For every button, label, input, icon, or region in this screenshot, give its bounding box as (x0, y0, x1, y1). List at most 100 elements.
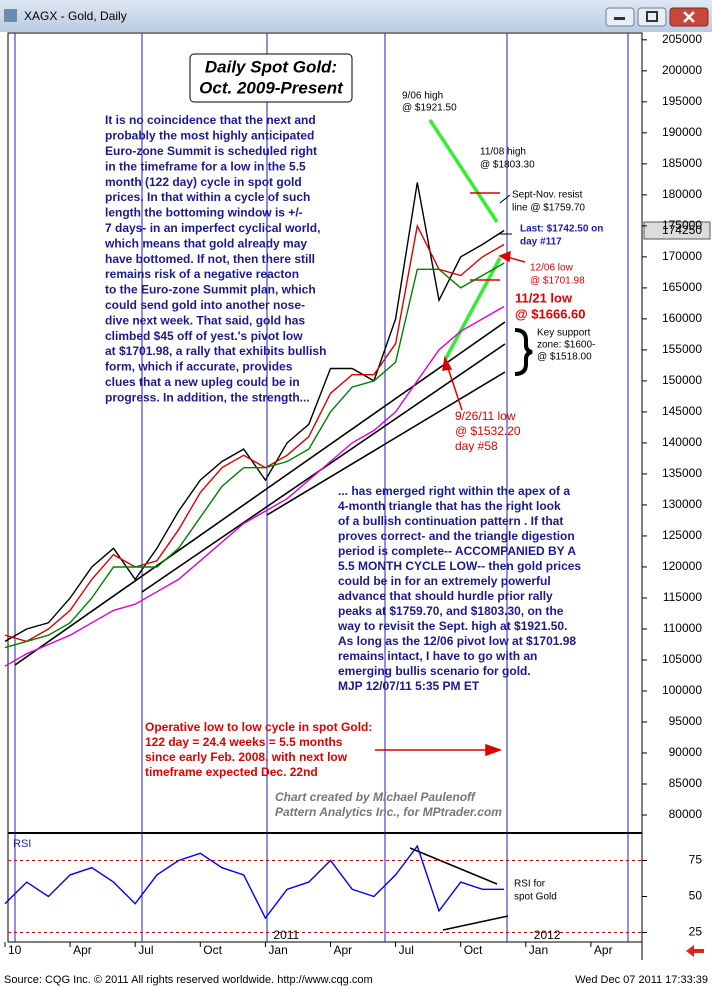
annotation: at $1701.98, a rally that exhibits bulli… (105, 344, 326, 358)
annotation: proves correct- and the triangle digesti… (338, 529, 575, 543)
annotation: @ $1921.50 (402, 103, 457, 114)
annotation: remains intact, I have to go with an (338, 649, 537, 663)
title-box (189, 53, 353, 103)
markers (375, 192, 526, 757)
year-label: 2012 (534, 928, 561, 942)
x-tick-label: Jan (529, 943, 548, 957)
annotation: Chart created by Michael Paulenoff (275, 790, 476, 804)
annotation: prices. In that within a cycle of such (105, 190, 310, 204)
year-label: 2011 (273, 928, 299, 942)
arrow-head (498, 250, 511, 263)
y-tick-label: 145000 (662, 404, 702, 418)
y-tick-label: 205000 (662, 32, 702, 46)
y-tick-label: 120000 (662, 559, 702, 573)
series-line (4, 182, 505, 643)
rsi-annotation: spot Gold (514, 892, 557, 903)
series-line (4, 223, 505, 643)
y-tick-label: 165000 (662, 280, 702, 294)
maximize-icon (646, 11, 658, 22)
annotation: probably the most highly anticipated (105, 129, 314, 143)
series-line (4, 844, 505, 920)
annotation: could be in for an extremely powerful (338, 574, 551, 588)
pointer-lines (498, 194, 512, 235)
y-tick-label: 175000 (662, 218, 702, 232)
y-tick-label: 80000 (669, 807, 703, 821)
annotation: MJP 12/07/11 5:35 PM ET (338, 679, 480, 693)
series-line (4, 262, 505, 649)
scroll-icon[interactable] (686, 945, 704, 957)
y-tick-label: 115000 (663, 590, 702, 604)
annotation: 9/06 high (402, 91, 443, 102)
annotation: emerging bullis scenario for gold. (338, 664, 531, 678)
close-icon (683, 11, 695, 23)
annotation: Key support (537, 328, 591, 339)
annotation: dive next week. That said, gold has (105, 313, 305, 327)
chart-title: Daily Spot Gold: (205, 57, 337, 76)
arrow-head (442, 355, 453, 371)
y-tick-label: 200000 (662, 63, 702, 77)
annotation: 122 day = 24.4 weeks = 5.5 months (145, 735, 343, 749)
annotation: ... has emerged right within the apex of… (338, 484, 570, 498)
annotation: As long as the 12/06 pivot low at $1701.… (338, 634, 576, 648)
series-line (4, 305, 505, 667)
annotation: which means that gold already may (104, 236, 307, 250)
annotation: since early Feb. 2008, with next low (145, 750, 348, 764)
annotation: have bottomed. If not, then there still (105, 252, 315, 266)
window-title: XAGX - Gold, Daily (24, 9, 127, 23)
triangle (428, 119, 502, 361)
rsi-triangle (409, 847, 509, 931)
y-tick-label: 155000 (662, 342, 702, 356)
app-icon (4, 9, 17, 22)
y-tick-label: 160000 (662, 311, 702, 325)
annotation: It is no coincidence that the next and (105, 113, 316, 127)
arrow-head (485, 743, 503, 757)
annotation: remains risk of a negative reacton (105, 267, 299, 281)
low-arrow (446, 364, 463, 411)
annotation: Sept-Nov. resist (512, 190, 583, 201)
x-tick-label: Apr (594, 943, 613, 957)
y-tick-label: 50 (689, 889, 703, 903)
annotation: line @ $1759.70 (512, 203, 585, 214)
annotation: 11/08 high (480, 147, 526, 158)
chart-subtitle: Oct. 2009-Present (199, 78, 344, 97)
y-tick-label: 190000 (662, 125, 702, 139)
y-tick-label: 195000 (662, 94, 702, 108)
annotation: of a bullish continuation pattern . If t… (338, 514, 563, 528)
annotation: clues that a new upleg could be in (105, 375, 300, 389)
x-tick-label: Jul (138, 943, 153, 957)
y-tick-label: 90000 (669, 745, 703, 759)
y-tick-label: 95000 (669, 714, 703, 728)
annotation: Operative low to low cycle in spot Gold: (145, 720, 372, 734)
x-tick-label: Jan (268, 943, 287, 957)
trend-line (14, 321, 506, 666)
x-tick-label: Oct (203, 943, 222, 957)
annotation: 11/21 low (515, 290, 573, 305)
annotation: climbed $45 off of yest.'s pivot low (105, 329, 303, 343)
x-tick-label: Jul (399, 943, 414, 957)
annotation: @ $1518.00 (537, 352, 592, 363)
y-tick-label: 25 (689, 925, 703, 939)
y-tick-label: 105000 (662, 652, 702, 666)
annotation: @ $1532.20 (455, 424, 521, 438)
annotation: month (122 day) cycle in spot gold (105, 175, 302, 189)
maximize-button[interactable] (637, 7, 667, 27)
y-tick-label: 135000 (662, 466, 702, 480)
y-tick-label: 75 (689, 853, 703, 867)
y-tick-label: 130000 (662, 497, 702, 511)
last-price-label: 174250 (662, 223, 702, 237)
trend-line (266, 371, 506, 516)
annotation: to the Euro-zone Summit plan, which (105, 283, 316, 297)
annotation: could send gold into another nose- (105, 298, 305, 312)
triangle-lower (443, 257, 502, 361)
annotation: day #117 (520, 237, 562, 248)
annotation: day #58 (455, 439, 498, 453)
y-tick-label: 140000 (662, 435, 702, 449)
last-price-box (643, 221, 711, 240)
x-tick-label: Oct (464, 943, 483, 957)
y-tick-label: 150000 (662, 373, 702, 387)
footer-source: Source: CQG Inc. © 2011 All rights reser… (4, 974, 373, 986)
x-tick-label: 10 (8, 943, 22, 957)
annotation: @ $1666.60 (515, 306, 586, 321)
